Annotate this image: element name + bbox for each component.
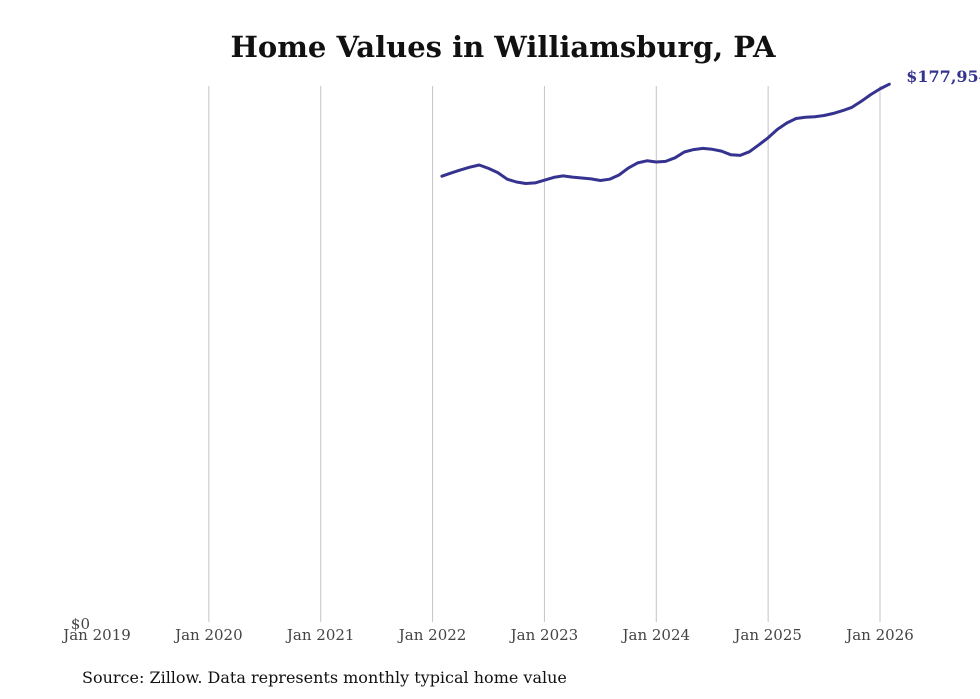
x-tick-label: Jan 2021 [285,626,355,644]
x-tick-label: Jan 2025 [732,626,802,644]
gridlines [208,86,881,622]
series-line [440,82,891,185]
chart-title: Home Values in Williamsburg, PA [230,30,776,64]
tick-labels: Jan 2019 Jan 2020 Jan 2021 Jan 2022 Jan 2023… [61,67,980,644]
x-tick-label: Jan 2026 [844,626,914,644]
x-tick-label: Jan 2020 [173,626,243,644]
y-tick-label: $0 [71,615,90,633]
x-tick-label: Jan 2024 [621,626,691,644]
x-tick-label: Jan 2022 [397,626,467,644]
x-tick-label: Jan 2019 [61,626,131,644]
series-layer [440,82,891,185]
x-tick-label: Jan 2023 [509,626,579,644]
end-value-label: $177,954 [906,67,980,86]
source-note: Source: Zillow. Data represents monthly … [82,668,567,687]
